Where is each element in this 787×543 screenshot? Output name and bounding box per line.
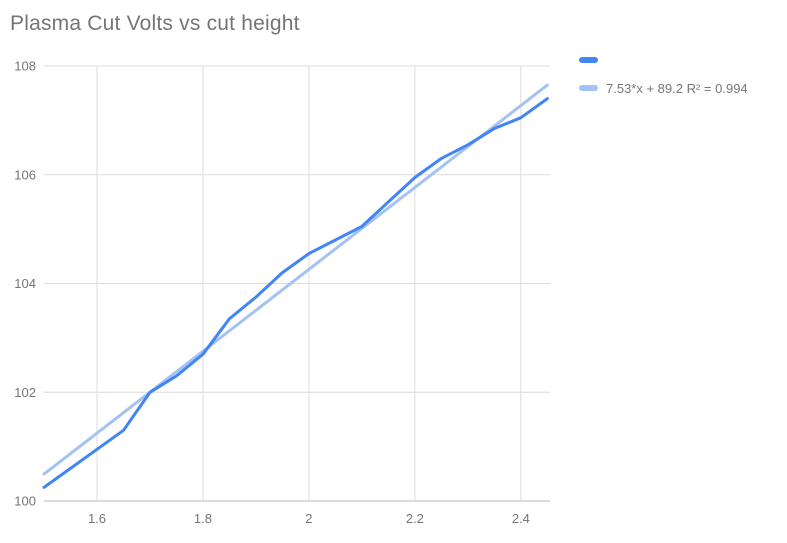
series-swatch — [579, 57, 598, 63]
legend-item-series[interactable] — [579, 55, 748, 65]
y-tick-label: 104 — [14, 276, 36, 291]
trendline[interactable] — [42, 83, 549, 476]
chart-title[interactable]: Plasma Cut Volts vs cut height — [10, 12, 300, 35]
trendline-swatch — [579, 85, 598, 91]
x-tick-label: 1.6 — [88, 511, 106, 526]
x-tick-label: 2.2 — [406, 511, 424, 526]
x-tick-label: 2 — [305, 511, 312, 526]
y-tick-label: 106 — [14, 167, 36, 182]
legend-item-trendline[interactable]: 7.53*x + 89.2 R² = 0.994 — [579, 80, 748, 96]
y-tick-label: 102 — [14, 385, 36, 400]
legend-label-trendline: 7.53*x + 89.2 R² = 0.994 — [606, 80, 748, 96]
series-line[interactable] — [42, 97, 549, 489]
x-tick-label: 1.8 — [194, 511, 212, 526]
y-tick-label: 108 — [14, 59, 36, 74]
x-tick-label: 2.4 — [512, 511, 530, 526]
chart-legend: 7.53*x + 89.2 R² = 0.994 — [579, 55, 748, 96]
y-tick-label: 100 — [14, 494, 36, 509]
